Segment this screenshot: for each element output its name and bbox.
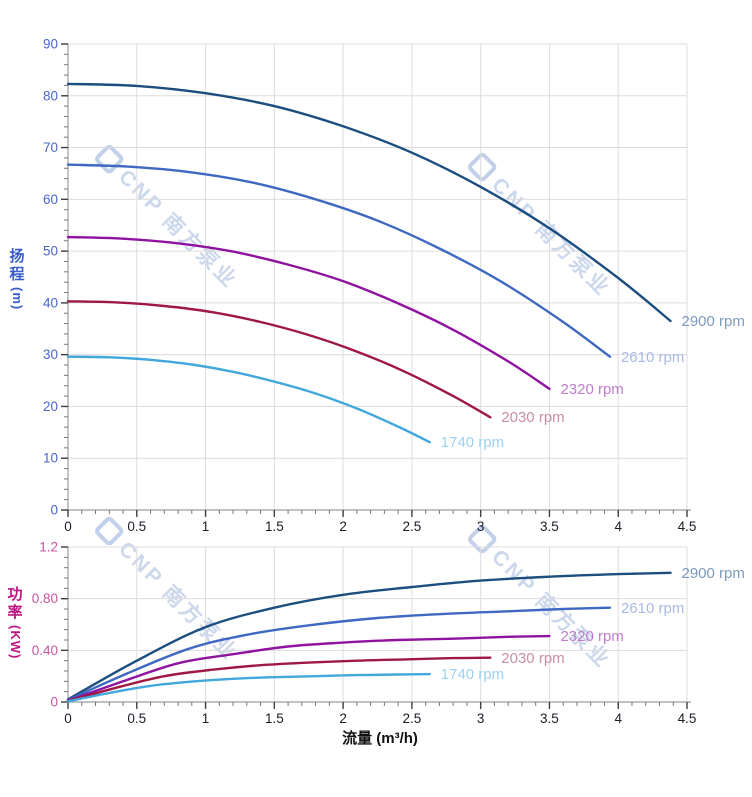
head-x-tick-label: 0 <box>64 519 72 534</box>
head-y-tick-label: 80 <box>43 88 58 103</box>
power-x-tick-label: 4 <box>614 711 622 726</box>
power-y-tick-label: 0 <box>50 695 58 710</box>
curve-2320-power <box>66 634 551 702</box>
power-x-tick-label: 0 <box>64 711 72 726</box>
power-y-tick-label: 1.2 <box>39 540 58 555</box>
curve-1740-power <box>66 672 431 703</box>
rpm-label-2320-head: 2320 rpm <box>560 380 624 398</box>
head-y-tick-label: 0 <box>50 503 58 518</box>
head-curves <box>66 82 672 444</box>
head-x-tick-label: 1.5 <box>265 519 284 534</box>
head-axis-char: 扬 <box>9 248 25 265</box>
flow-axis-title: 流量 (m³/h) <box>342 730 418 747</box>
curve-2900-power <box>66 571 672 701</box>
power-x-tick-label: 2.5 <box>402 711 421 726</box>
head-grid <box>67 43 688 511</box>
power-curves <box>66 571 672 703</box>
head-y-tick-label: 20 <box>43 399 58 414</box>
power-x-tick-label: 0.5 <box>127 711 146 726</box>
curve-2030-power <box>66 656 492 703</box>
head-axes: 0 0.5 1 1.5 2 2.5 3 3.5 4 4.5 0 10 20 30 40 50 60 70 80 90 <box>43 37 696 535</box>
head-x-tick-label: 1 <box>202 519 210 534</box>
power-x-tick-label: 1 <box>202 711 210 726</box>
head-y-tick-label: 70 <box>43 140 58 155</box>
curve-2320-head <box>66 235 551 390</box>
rpm-label-1740-head: 1740 rpm <box>440 434 505 452</box>
rpm-label-1740-power: 1740 rpm <box>440 666 505 684</box>
curve-2900-head <box>66 82 672 323</box>
curve-1740-head <box>66 355 431 444</box>
power-y-tick-label: 0.80 <box>32 591 58 606</box>
head-y-tick-label: 60 <box>43 192 58 207</box>
power-x-tick-label: 4.5 <box>678 711 697 726</box>
power-y-tick-label: 0.40 <box>32 643 58 658</box>
curve-2030-head <box>66 300 492 419</box>
power-axis-title: 功 率 (KW) <box>6 586 24 659</box>
head-x-tick-label: 2 <box>339 519 347 534</box>
rpm-label-2320-power: 2320 rpm <box>560 628 624 646</box>
power-axis-unit: (KW) <box>8 625 23 660</box>
head-x-tick-label: 0.5 <box>127 519 146 534</box>
head-x-tick-label: 2.5 <box>402 519 421 534</box>
head-y-tick-label: 30 <box>43 347 58 362</box>
power-x-tick-label: 3 <box>477 711 485 726</box>
power-grid <box>67 546 688 703</box>
head-x-tick-label: 4 <box>614 519 622 534</box>
power-x-tick-label: 2 <box>339 711 347 726</box>
head-y-tick-label: 90 <box>43 37 58 52</box>
power-axis-char: 功 <box>7 586 23 603</box>
rpm-label-2610-power: 2610 rpm <box>620 599 685 617</box>
power-x-tick-label: 1.5 <box>265 711 284 726</box>
rpm-label-2610-head: 2610 rpm <box>620 348 685 366</box>
head-axis-char: 程 <box>9 266 25 283</box>
head-axis-unit: (m) <box>10 287 25 311</box>
head-y-tick-label: 10 <box>43 451 58 466</box>
rpm-label-2900-head: 2900 rpm <box>681 313 745 330</box>
power-axis-char: 率 <box>7 604 23 621</box>
head-y-tick-label: 50 <box>43 244 58 259</box>
head-x-tick-label: 4.5 <box>678 519 697 534</box>
rpm-label-2900-power: 2900 rpm <box>681 564 745 582</box>
rpm-label-2030-head: 2030 rpm <box>501 409 565 427</box>
power-axes: 0 0.5 1 1.5 2 2.5 3 3.5 4 4.5 0 0.40 0.80 1.2 <box>32 540 697 727</box>
curve-2610-head <box>66 163 612 358</box>
head-x-tick-label: 3.5 <box>540 519 559 534</box>
head-axis-title: 扬 程 (m) <box>8 248 26 310</box>
power-x-tick-label: 3.5 <box>540 711 559 726</box>
rpm-label-2030-power: 2030 rpm <box>501 649 565 667</box>
head-y-tick-label: 40 <box>43 295 58 310</box>
head-x-tick-label: 3 <box>477 519 485 534</box>
curve-2610-power <box>66 606 612 702</box>
